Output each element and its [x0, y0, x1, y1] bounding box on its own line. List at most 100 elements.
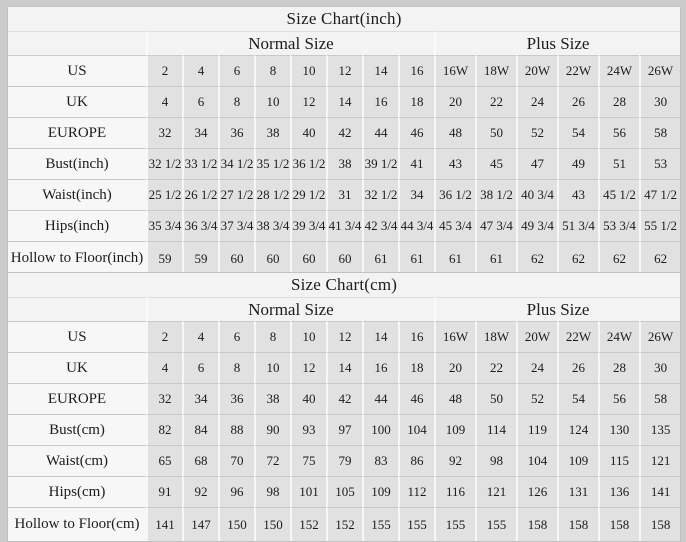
size-value-cell: 112 [398, 476, 434, 507]
size-value-cell: 92 [434, 445, 475, 476]
size-value-cell: 56 [598, 383, 639, 414]
size-value-cell: 24 [516, 86, 557, 117]
size-value-cell: 83 [362, 445, 398, 476]
page-background: { "colors": { "page_bg": "#cbcbcb", "hea… [7, 6, 682, 542]
size-value-cell: 75 [290, 445, 326, 476]
table-row: EUROPE 32 34 36 38 40 42 44 46 48 50 52 54 56 58 [8, 383, 681, 414]
size-value-cell: 16W [434, 321, 475, 352]
size-value-cell: 40 3/4 [516, 179, 557, 210]
size-value-cell: 4 [182, 321, 218, 352]
row-label: Waist(cm) [8, 445, 146, 476]
size-value-cell: 4 [146, 352, 182, 383]
size-value-cell: 45 1/2 [598, 179, 639, 210]
size-value-cell: 38 [254, 117, 290, 148]
size-value-cell: 16 [362, 86, 398, 117]
size-value-cell: 8 [254, 55, 290, 86]
table-row: EUROPE 32 34 36 38 40 42 44 46 48 50 52 54 56 58 [8, 117, 681, 148]
size-chart-inch-section: Size Chart(inch) Normal Size Plus Size U… [7, 6, 682, 276]
size-value-cell: 158 [516, 507, 557, 541]
table-row: UK 4 6 8 10 12 14 16 18 20 22 24 26 28 30 [8, 86, 681, 117]
size-value-cell: 60 [254, 241, 290, 275]
row-label: EUROPE [8, 383, 146, 414]
size-value-cell: 26 [557, 352, 598, 383]
size-value-cell: 32 1/2 [362, 179, 398, 210]
size-value-cell: 51 [598, 148, 639, 179]
size-value-cell: 47 1/2 [639, 179, 681, 210]
size-value-cell: 48 [434, 117, 475, 148]
size-value-cell: 54 [557, 383, 598, 414]
size-value-cell: 28 [598, 352, 639, 383]
size-value-cell: 20W [516, 55, 557, 86]
size-value-cell: 14 [362, 55, 398, 86]
size-value-cell: 34 [182, 383, 218, 414]
size-value-cell: 6 [218, 55, 254, 86]
size-value-cell: 6 [182, 86, 218, 117]
size-value-cell: 30 [639, 86, 681, 117]
size-value-cell: 35 3/4 [146, 210, 182, 241]
size-value-cell: 52 [516, 383, 557, 414]
size-value-cell: 12 [290, 86, 326, 117]
size-value-cell: 41 [398, 148, 434, 179]
size-value-cell: 24W [598, 55, 639, 86]
size-value-cell: 38 [254, 383, 290, 414]
size-value-cell: 98 [254, 476, 290, 507]
size-value-cell: 42 3/4 [362, 210, 398, 241]
size-value-cell: 36 1/2 [434, 179, 475, 210]
size-value-cell: 62 [557, 241, 598, 275]
size-value-cell: 51 3/4 [557, 210, 598, 241]
size-value-cell: 61 [398, 241, 434, 275]
size-value-cell: 62 [516, 241, 557, 275]
size-value-cell: 121 [475, 476, 516, 507]
size-value-cell: 10 [254, 352, 290, 383]
size-value-cell: 60 [218, 241, 254, 275]
size-value-cell: 34 [398, 179, 434, 210]
size-value-cell: 97 [326, 414, 362, 445]
size-value-cell: 130 [598, 414, 639, 445]
row-label: Bust(cm) [8, 414, 146, 445]
size-value-cell: 40 [290, 383, 326, 414]
size-value-cell: 10 [254, 86, 290, 117]
size-value-cell: 109 [557, 445, 598, 476]
size-value-cell: 86 [398, 445, 434, 476]
size-value-cell: 4 [146, 86, 182, 117]
size-value-cell: 47 [516, 148, 557, 179]
group-header-plus-size: Plus Size [434, 31, 681, 55]
size-value-cell: 6 [182, 352, 218, 383]
size-value-cell: 22W [557, 321, 598, 352]
size-value-cell: 37 3/4 [218, 210, 254, 241]
size-value-cell: 136 [598, 476, 639, 507]
size-value-cell: 38 1/2 [475, 179, 516, 210]
size-value-cell: 22 [475, 86, 516, 117]
size-value-cell: 109 [362, 476, 398, 507]
size-value-cell: 58 [639, 117, 681, 148]
size-value-cell: 55 1/2 [639, 210, 681, 241]
size-value-cell: 114 [475, 414, 516, 445]
size-value-cell: 155 [362, 507, 398, 541]
table-title-row: Size Chart(cm) [8, 273, 681, 297]
size-value-cell: 45 [475, 148, 516, 179]
size-value-cell: 8 [254, 321, 290, 352]
size-value-cell: 12 [326, 55, 362, 86]
group-header-normal-size: Normal Size [146, 297, 434, 321]
size-value-cell: 155 [398, 507, 434, 541]
size-value-cell: 109 [434, 414, 475, 445]
size-value-cell: 36 1/2 [290, 148, 326, 179]
size-value-cell: 104 [516, 445, 557, 476]
size-value-cell: 32 [146, 117, 182, 148]
group-header-plus-size: Plus Size [434, 297, 681, 321]
size-value-cell: 53 3/4 [598, 210, 639, 241]
size-value-cell: 46 [398, 117, 434, 148]
size-value-cell: 18W [475, 55, 516, 86]
size-value-cell: 116 [434, 476, 475, 507]
size-value-cell: 152 [326, 507, 362, 541]
table-row: Hollow to Floor(cm) 141 147 150 150 152 152 155… [8, 507, 681, 541]
size-value-cell: 70 [218, 445, 254, 476]
size-value-cell: 18W [475, 321, 516, 352]
size-value-cell: 8 [218, 352, 254, 383]
size-value-cell: 104 [398, 414, 434, 445]
size-value-cell: 60 [326, 241, 362, 275]
row-label: Hollow to Floor(cm) [8, 507, 146, 541]
size-value-cell: 45 3/4 [434, 210, 475, 241]
size-value-cell: 14 [326, 86, 362, 117]
size-value-cell: 26 1/2 [182, 179, 218, 210]
